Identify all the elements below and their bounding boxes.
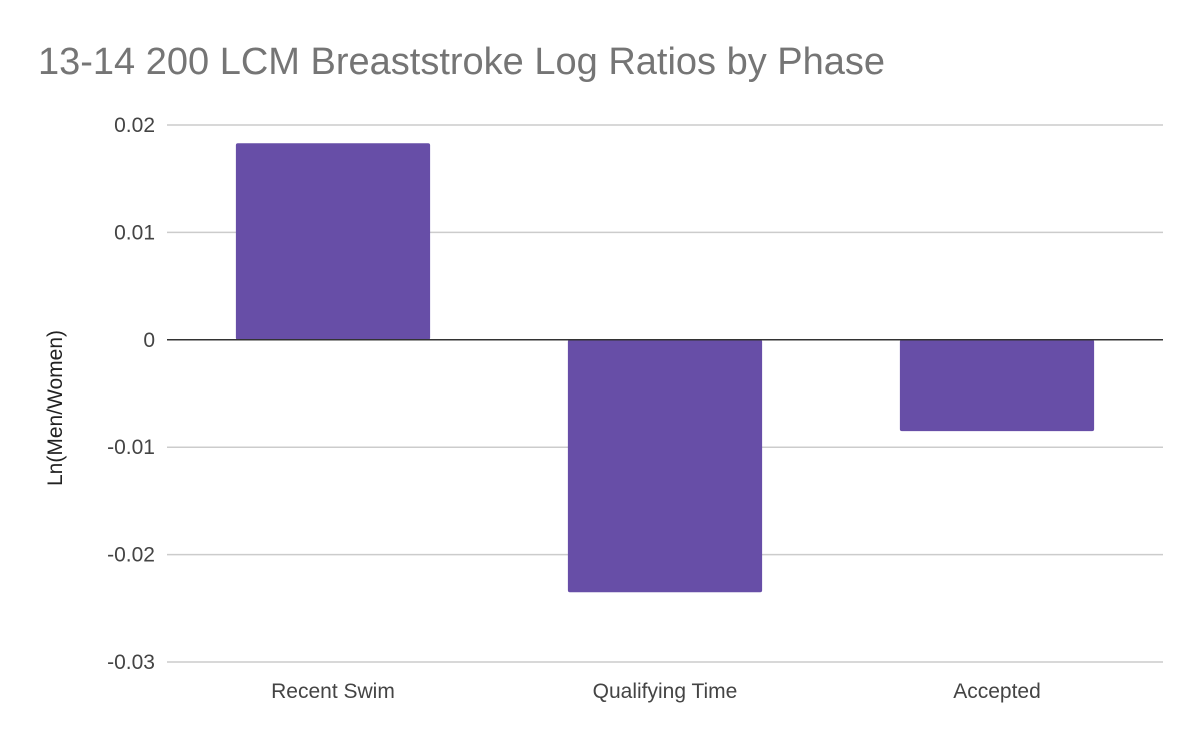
- x-tick-label: Recent Swim: [271, 680, 395, 703]
- bar-recent-swim: [235, 143, 431, 340]
- x-tick-label: Accepted: [953, 680, 1041, 703]
- y-tick-label: -0.03: [107, 651, 155, 674]
- x-tick-label: Qualifying Time: [593, 680, 738, 703]
- y-axis-ticks: 0.02 0.01 0 -0.01 -0.02 -0.03: [107, 114, 155, 674]
- y-tick-label: -0.02: [107, 544, 155, 567]
- y-tick-label: 0.01: [114, 221, 155, 244]
- y-tick-label: 0: [143, 329, 155, 352]
- y-tick-label: -0.01: [107, 436, 155, 459]
- x-axis-ticks: Recent Swim Qualifying Time Accepted: [271, 680, 1041, 703]
- y-tick-label: 0.02: [114, 114, 155, 137]
- chart-title: 13-14 200 LCM Breaststroke Log Ratios by…: [38, 41, 885, 83]
- bar-qualifying-time: [567, 339, 763, 593]
- bar-accepted: [899, 339, 1095, 432]
- y-axis-label: Ln(Men/Women): [44, 330, 67, 486]
- bars: [235, 143, 1095, 593]
